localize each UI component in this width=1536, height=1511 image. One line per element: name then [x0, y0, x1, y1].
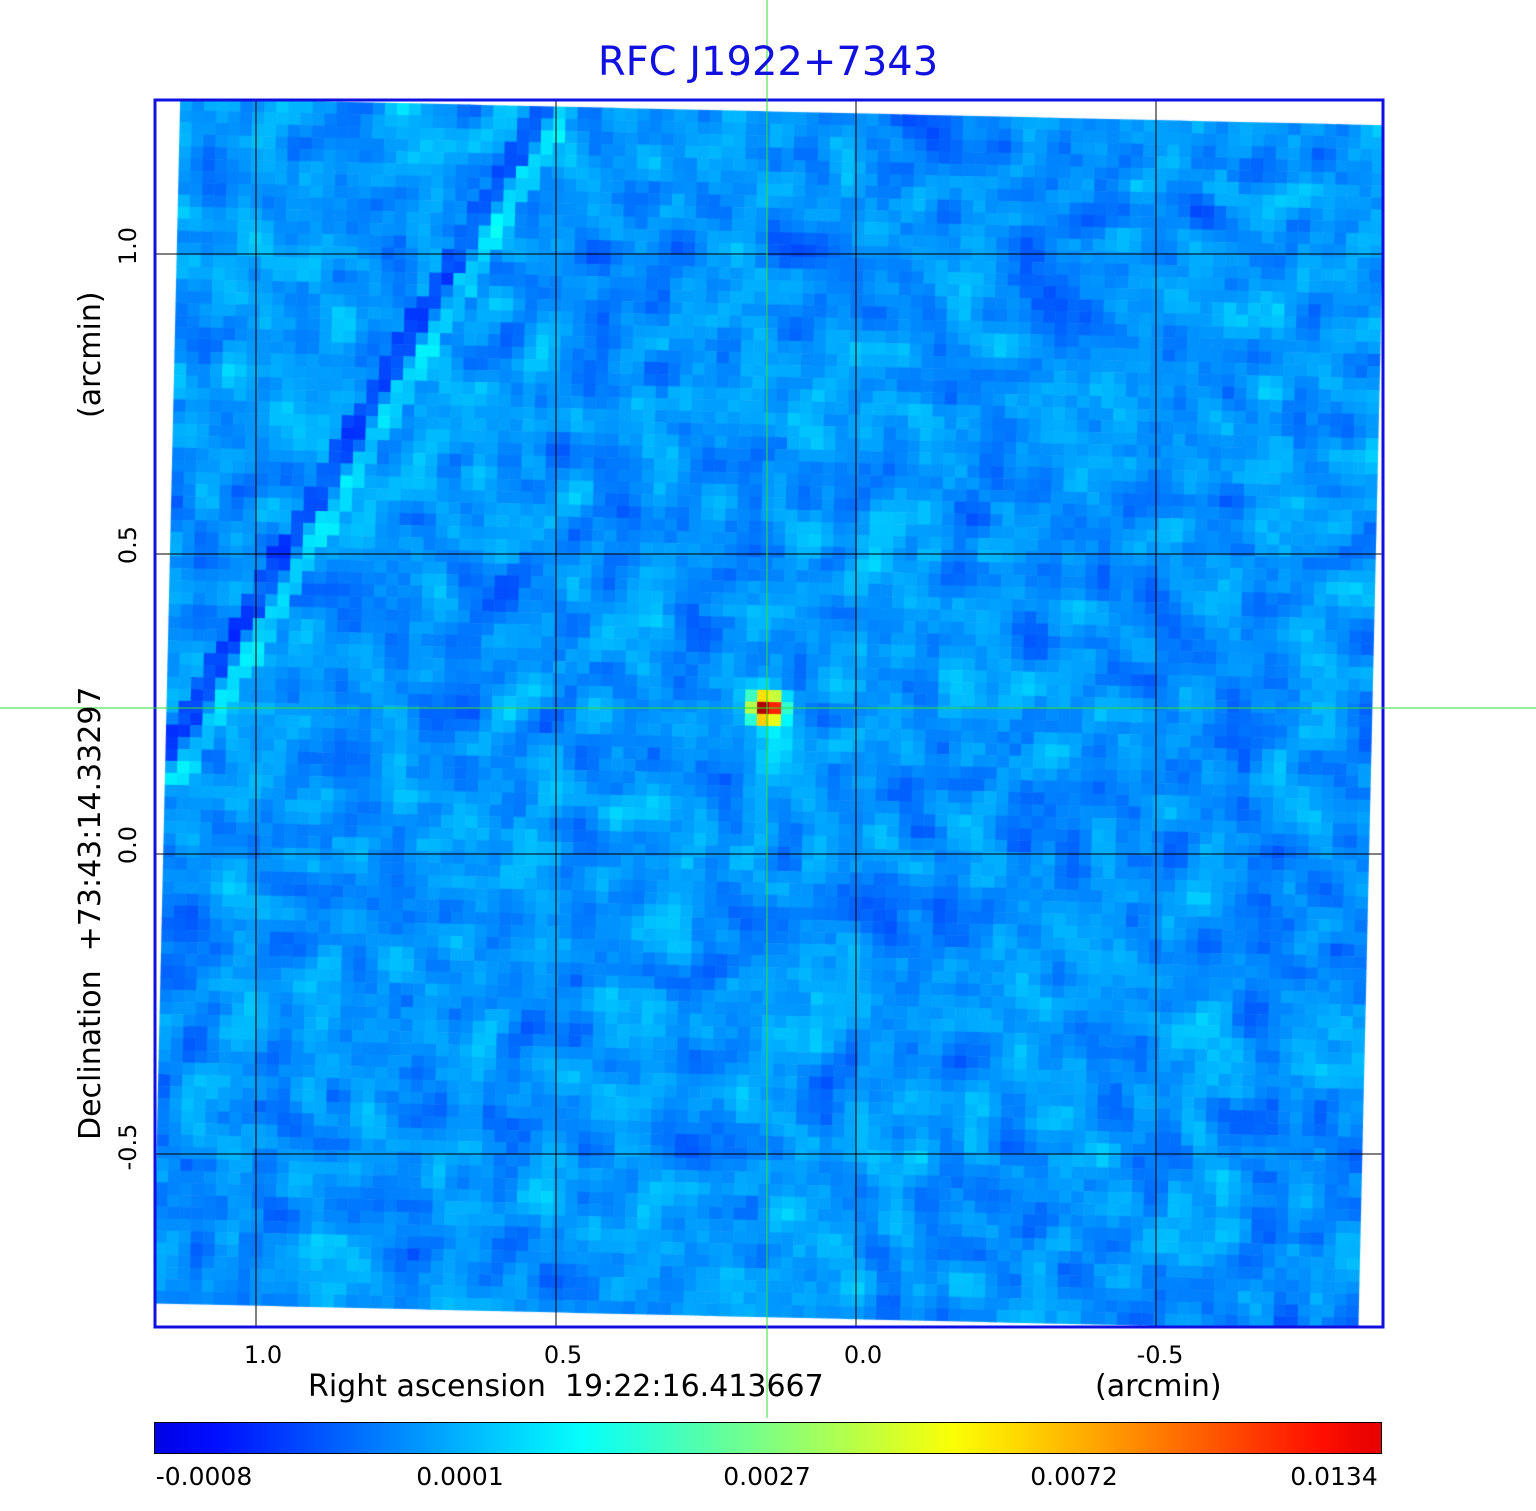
colorbar: [154, 1422, 1382, 1454]
y-tick-label: 0.0: [114, 825, 142, 865]
colorbar-tick-label: 0.0072: [1030, 1462, 1118, 1491]
x-tick-label: 1.0: [243, 1341, 283, 1369]
colorbar-tick-label: 0.0027: [723, 1462, 811, 1491]
x-tick-label: -0.5: [1136, 1341, 1184, 1369]
x-tick-label: 0.5: [543, 1341, 583, 1369]
plot-frame: [153, 98, 1385, 1329]
colorbar-tick-label: 0.0134: [1290, 1462, 1378, 1491]
x-axis-label: Right ascension 19:22:16.413667: [308, 1369, 824, 1404]
x-tick-label: 0.0: [843, 1341, 883, 1369]
y-axis-label: Declination +73:43:14.33297: [73, 686, 108, 1140]
colorbar-tick-label: 0.0001: [416, 1462, 504, 1491]
y-tick-label: -0.5: [114, 1123, 142, 1171]
y-tick-label: 1.0: [114, 226, 142, 266]
x-axis-unit: (arcmin): [1095, 1369, 1222, 1404]
y-tick-label: 0.5: [114, 525, 142, 565]
colorbar-tick-label: -0.0008: [155, 1462, 253, 1491]
y-axis-unit: (arcmin): [73, 291, 108, 418]
chart-title: RFC J1922+7343: [597, 39, 939, 85]
grid-lines: [155, 100, 1383, 1327]
